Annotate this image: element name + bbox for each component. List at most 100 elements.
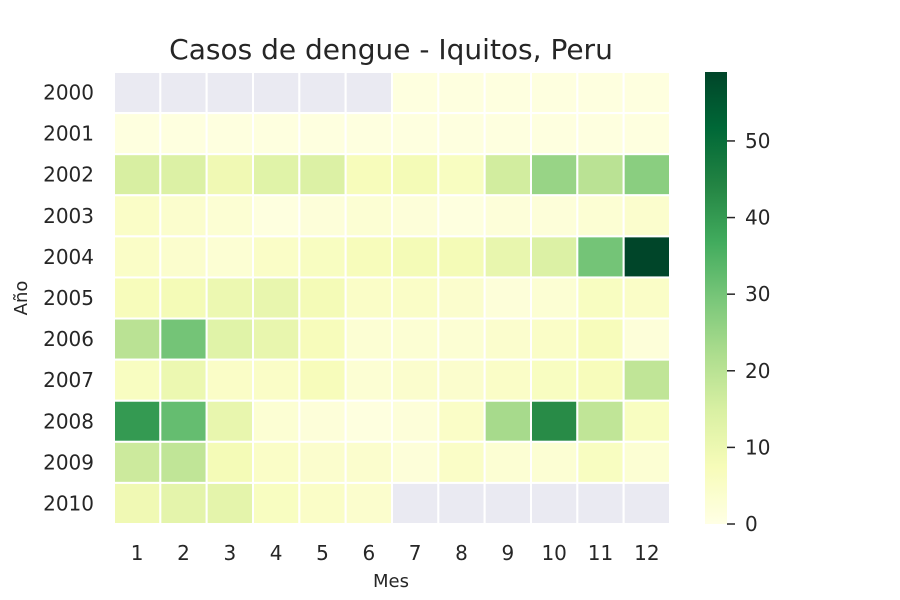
y-tick-label: 2001 <box>43 122 94 146</box>
heatmap-cell <box>437 317 486 361</box>
heatmap-cell <box>437 235 486 279</box>
heatmap-cell <box>622 276 672 320</box>
y-tick-labels: 2000 2001 2002 2003 2004 2005 2006 2007 2008 2009… <box>43 81 94 516</box>
heatmap-cell <box>113 317 162 361</box>
heatmap-cell <box>437 153 486 197</box>
y-tick-label: 2002 <box>43 163 94 187</box>
heatmap-cell <box>391 481 440 525</box>
heatmap-cell <box>391 399 440 443</box>
heatmap-cell <box>622 112 672 156</box>
heatmap-cell <box>298 194 347 238</box>
heatmap-cell <box>113 358 162 402</box>
heatmap-cell <box>576 481 625 525</box>
heatmap-cell <box>113 440 162 484</box>
heatmap-cell <box>252 276 301 320</box>
y-tick-label: 2005 <box>43 286 94 310</box>
colorbar-tick-label: 10 <box>745 435 770 459</box>
y-tick-label: 2008 <box>43 409 94 433</box>
heatmap-cell <box>344 481 393 525</box>
heatmap-cell <box>298 317 347 361</box>
heatmap-cell <box>483 194 532 238</box>
heatmap-cell <box>483 153 532 197</box>
heatmap-cell <box>298 440 347 484</box>
heatmap-cell <box>159 194 208 238</box>
y-tick-label: 2006 <box>43 327 94 351</box>
y-tick-label: 2000 <box>43 81 94 105</box>
colorbar-tick-label: 30 <box>745 282 770 306</box>
heatmap-cell <box>576 317 625 361</box>
heatmap-cell <box>159 276 208 320</box>
heatmap-cell <box>205 153 255 197</box>
heatmap-cell <box>483 276 532 320</box>
heatmap-cell <box>483 317 532 361</box>
heatmap-cell <box>252 71 301 115</box>
heatmap-cell <box>437 358 486 402</box>
heatmap-cell <box>483 235 532 279</box>
heatmap-cell <box>576 399 625 443</box>
heatmap-cell <box>622 71 672 115</box>
heatmap-cell <box>159 440 208 484</box>
heatmap-cell <box>344 358 393 402</box>
y-tick-label: 2003 <box>43 204 94 228</box>
heatmap-cell <box>530 276 579 320</box>
heatmap-cell <box>622 440 672 484</box>
heatmap-cell <box>205 235 255 279</box>
heatmap-cell <box>576 440 625 484</box>
y-tick-label: 2010 <box>43 491 94 515</box>
heatmap-cell <box>205 276 255 320</box>
x-tick-label: 11 <box>588 541 613 565</box>
heatmap-cell <box>530 399 579 443</box>
heatmap-cell <box>252 317 301 361</box>
heatmap-cell <box>159 399 208 443</box>
heatmap-cell <box>576 358 625 402</box>
colorbar-tick-label: 20 <box>745 359 770 383</box>
x-tick-label: 6 <box>362 541 375 565</box>
heatmap-cell <box>483 358 532 402</box>
heatmap-cell <box>252 194 301 238</box>
heatmap-cell <box>622 399 672 443</box>
heatmap-cell <box>437 399 486 443</box>
heatmap-cell <box>159 235 208 279</box>
heatmap-cell <box>298 112 347 156</box>
heatmap-cell <box>576 71 625 115</box>
heatmap-cell <box>344 235 393 279</box>
heatmap-cell <box>113 153 162 197</box>
heatmap-cell <box>576 112 625 156</box>
x-tick-labels: 1 2 3 4 5 6 7 8 9 10 11 12 <box>131 541 660 565</box>
heatmap-cell <box>113 71 162 115</box>
y-tick-label: 2009 <box>43 450 94 474</box>
heatmap-cell <box>622 358 672 402</box>
heatmap-cell <box>391 153 440 197</box>
heatmap-cell <box>622 153 672 197</box>
x-axis-label: Mes <box>373 571 409 592</box>
heatmap-cell <box>113 399 162 443</box>
heatmap-cell <box>483 399 532 443</box>
heatmap-cell <box>344 71 393 115</box>
x-tick-label: 9 <box>501 541 514 565</box>
heatmap-cell <box>622 235 672 279</box>
heatmap-cell <box>344 153 393 197</box>
y-tick-label: 2004 <box>43 245 94 269</box>
heatmap-cell <box>344 112 393 156</box>
heatmap-cell <box>344 276 393 320</box>
chart-title: Casos de dengue - Iquitos, Peru <box>169 33 613 66</box>
heatmap-cell <box>391 71 440 115</box>
heatmap-cell <box>391 235 440 279</box>
heatmap-cells <box>113 71 672 525</box>
heatmap-cell <box>205 112 255 156</box>
heatmap-cell <box>113 112 162 156</box>
heatmap-cell <box>252 440 301 484</box>
heatmap-cell <box>252 112 301 156</box>
heatmap-cell <box>252 399 301 443</box>
heatmap-cell <box>437 276 486 320</box>
heatmap-cell <box>391 440 440 484</box>
heatmap-cell <box>530 71 579 115</box>
heatmap-cell <box>298 235 347 279</box>
heatmap-cell <box>252 481 301 525</box>
heatmap-cell <box>252 153 301 197</box>
heatmap-cell <box>113 194 162 238</box>
heatmap-cell <box>483 481 532 525</box>
heatmap-cell <box>530 194 579 238</box>
x-tick-label: 5 <box>316 541 329 565</box>
